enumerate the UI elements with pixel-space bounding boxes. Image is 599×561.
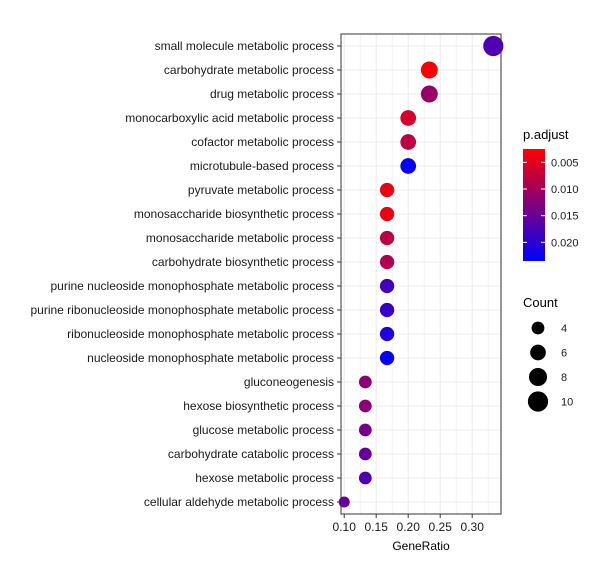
size-key-circle: [527, 391, 549, 412]
grid-lines: [341, 34, 501, 514]
term-label: carbohydrate biosynthetic process: [152, 255, 334, 269]
size-key-circle: [531, 321, 545, 335]
data-point: [379, 182, 395, 198]
term-label: monocarboxylic acid metabolic process: [125, 111, 334, 125]
term-label: cofactor metabolic process: [191, 135, 334, 149]
data-point: [483, 35, 504, 57]
color-tick-label: 0.010: [551, 184, 579, 196]
x-tick-label: 0.15: [365, 520, 389, 534]
plot-panel: [340, 33, 502, 515]
data-point: [379, 206, 395, 222]
term-label: carbohydrate metabolic process: [164, 63, 334, 77]
term-label: glucose metabolic process: [193, 423, 334, 437]
size-key-circle: [528, 367, 548, 387]
data-points: [338, 35, 504, 508]
size-key-label: 10: [561, 397, 573, 409]
data-point: [358, 375, 372, 389]
term-label: monosaccharide biosynthetic process: [134, 207, 334, 221]
term-label: small molecule metabolic process: [155, 39, 334, 53]
data-point: [420, 61, 438, 79]
data-point: [400, 110, 417, 126]
x-axis-ticks: 0.10 0.15 0.20 0.25 0.30: [333, 514, 485, 534]
data-point: [358, 447, 372, 461]
x-tick-label: 0.30: [461, 520, 485, 534]
size-legend: Count 4 6 8 10: [523, 295, 573, 412]
term-label: purine ribonucleoside monophosphate meta…: [30, 303, 334, 317]
term-label: carbohydrate catabolic process: [168, 447, 334, 461]
size-key-circle: [530, 344, 546, 361]
x-axis-title: GeneRatio: [392, 539, 450, 553]
x-tick-label: 0.20: [397, 520, 421, 534]
data-point: [400, 134, 417, 150]
color-tick-label: 0.020: [551, 237, 579, 249]
data-point: [379, 302, 395, 318]
term-label: nucleoside monophosphate metabolic proce…: [87, 351, 334, 365]
color-legend-ticks: 0.005 0.010 0.015 0.020: [523, 157, 579, 249]
x-tick-label: 0.25: [429, 520, 453, 534]
term-label: purine nucleoside monophosphate metaboli…: [50, 279, 334, 293]
term-label: drug metabolic process: [210, 87, 334, 101]
data-point: [358, 399, 372, 413]
term-label: hexose metabolic process: [195, 471, 334, 485]
term-label: microtubule-based process: [190, 159, 334, 173]
size-legend-title: Count: [523, 295, 558, 310]
data-point: [379, 326, 395, 342]
size-key-label: 8: [561, 372, 567, 384]
data-point: [420, 85, 438, 103]
data-point: [379, 254, 395, 270]
data-point: [400, 158, 417, 174]
size-key-label: 4: [561, 323, 567, 335]
term-label: pyruvate metabolic process: [188, 183, 334, 197]
color-tick-label: 0.015: [551, 211, 579, 223]
term-label: hexose biosynthetic process: [183, 399, 334, 413]
size-key-label: 6: [561, 348, 567, 360]
term-label: gluconeogenesis: [244, 375, 334, 389]
term-labels: small molecule metabolic process carbohyd…: [30, 39, 341, 509]
data-point: [379, 350, 395, 366]
term-label: monosaccharide metabolic process: [146, 231, 334, 245]
color-legend-title: p.adjust: [523, 127, 569, 142]
data-point: [358, 423, 372, 437]
term-label: ribonucleoside monophosphate metabolic p…: [67, 327, 334, 341]
term-label: cellular aldehyde metabolic process: [144, 495, 334, 509]
data-point: [379, 278, 395, 294]
x-tick-label: 0.10: [333, 520, 357, 534]
color-bar: [523, 149, 545, 261]
data-point: [338, 496, 350, 508]
color-legend: p.adjust 0.005 0.010 0.015 0.020: [523, 127, 579, 261]
size-legend-keys: 4 6 8 10: [527, 321, 573, 412]
data-point: [358, 471, 372, 485]
data-point: [379, 230, 395, 246]
color-tick-label: 0.005: [551, 157, 579, 169]
